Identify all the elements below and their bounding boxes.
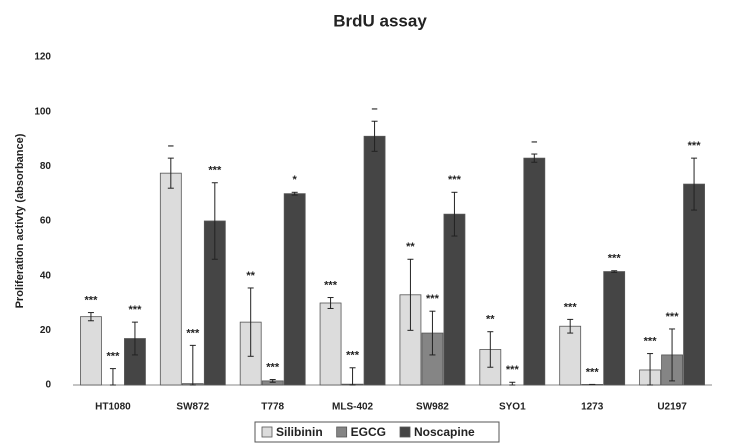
significance-label: – — [168, 140, 174, 152]
significance-label: *** — [644, 335, 658, 347]
legend-label: EGCG — [351, 425, 386, 439]
significance-label: *** — [426, 293, 440, 305]
significance-label: *** — [107, 351, 121, 363]
legend-swatch — [399, 426, 411, 438]
significance-label: *** — [666, 311, 680, 323]
x-tick-label: SYO1 — [499, 402, 526, 413]
error-bar — [247, 287, 254, 357]
significance-label: *** — [186, 327, 200, 339]
significance-label: * — [293, 174, 298, 186]
error-bar — [611, 270, 618, 273]
significance-label: *** — [208, 165, 222, 177]
chart-title: BrdU assay — [333, 11, 427, 30]
bar — [559, 325, 582, 386]
error-bar — [451, 191, 458, 237]
legend-label: Noscapine — [414, 425, 475, 439]
y-tick-label: 60 — [40, 216, 52, 227]
bar — [319, 302, 342, 386]
significance-label: ** — [486, 314, 495, 326]
y-tick-label: 0 — [45, 380, 51, 391]
x-tick-label: U2197 — [657, 402, 687, 413]
error-bar — [349, 367, 356, 386]
bar — [443, 213, 466, 386]
significance-label: – — [372, 103, 378, 115]
y-tick-label: 20 — [40, 325, 52, 336]
error-bar — [167, 157, 174, 189]
bar — [523, 157, 546, 386]
error-bar — [407, 258, 414, 331]
error-bar — [109, 368, 116, 386]
bar — [159, 172, 182, 386]
error-bar — [567, 318, 574, 334]
x-tick-label: MLS-402 — [332, 402, 374, 413]
error-bar — [531, 153, 538, 163]
significance-label: *** — [608, 253, 622, 265]
x-tick-label: SW982 — [416, 402, 449, 413]
bar — [80, 316, 102, 386]
significance-label: *** — [586, 366, 600, 378]
error-bar — [647, 353, 654, 386]
significance-label: *** — [129, 304, 143, 316]
error-bar — [291, 191, 298, 196]
legend-label: Silibinin — [276, 425, 323, 439]
error-bar — [327, 297, 334, 309]
x-tick-label: 1273 — [581, 402, 604, 413]
significance-label: *** — [346, 350, 360, 362]
error-bar — [211, 182, 218, 260]
error-bar — [429, 310, 436, 356]
legend-swatch — [261, 426, 273, 438]
y-axis-label: Proliferation activty (absorbance) — [14, 133, 26, 308]
y-tick-label: 120 — [34, 52, 51, 63]
bar — [603, 271, 626, 386]
legend-swatch — [336, 426, 348, 438]
bar — [283, 193, 306, 386]
legend-box — [254, 421, 500, 443]
significance-label: – — [531, 136, 537, 148]
significance-label: *** — [564, 301, 578, 313]
error-bar — [131, 321, 138, 356]
y-tick-label: 40 — [40, 270, 52, 281]
error-bar — [189, 344, 196, 386]
error-bar — [691, 157, 698, 211]
significance-label: *** — [506, 364, 520, 376]
x-tick-label: SW872 — [176, 402, 209, 413]
error-bar — [87, 312, 94, 322]
significance-label: ** — [246, 270, 255, 282]
error-bar — [509, 381, 516, 386]
error-bar — [269, 379, 276, 383]
significance-label: *** — [266, 361, 280, 373]
significance-label: ** — [406, 241, 415, 253]
x-tick-label: T778 — [261, 402, 284, 413]
y-tick-label: 100 — [34, 106, 51, 117]
error-bar — [487, 331, 494, 368]
x-tick-label: HT1080 — [95, 402, 131, 413]
significance-label: *** — [85, 294, 99, 306]
significance-label: *** — [448, 174, 462, 186]
y-tick-label: 80 — [40, 161, 52, 172]
error-bar — [669, 328, 676, 382]
significance-label: *** — [688, 140, 702, 152]
bar — [363, 135, 386, 386]
error-bar — [371, 120, 378, 152]
significance-label: *** — [324, 279, 338, 291]
bar — [683, 183, 705, 386]
